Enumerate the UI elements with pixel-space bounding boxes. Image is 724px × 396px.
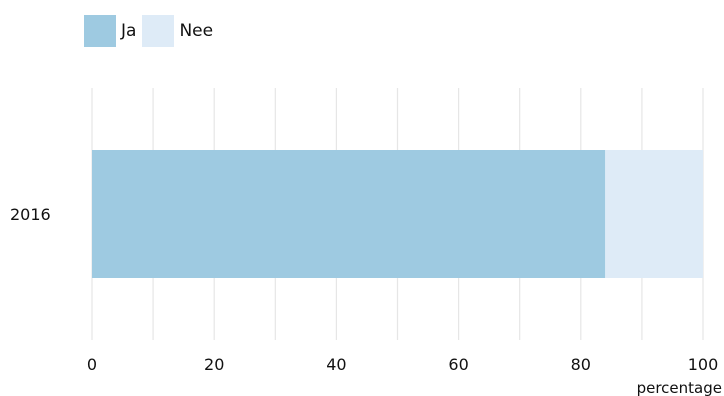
x-tick-label: 20 [204, 355, 224, 374]
x-tick-label: 60 [448, 355, 468, 374]
x-tick-label: 100 [688, 355, 719, 374]
bar-ja-2016[interactable] [92, 150, 606, 278]
legend-swatch-nee [142, 14, 175, 47]
bars [92, 150, 703, 278]
legend-item-nee[interactable]: Nee [142, 14, 214, 47]
legend-label-nee: Nee [179, 20, 214, 41]
x-tick-label: 80 [571, 355, 591, 374]
y-category-label: 2016 [10, 205, 51, 224]
legend-label-ja: Ja [121, 20, 137, 41]
x-tick-label: 0 [87, 355, 97, 374]
y-axis-categories: 2016 [10, 205, 51, 224]
x-axis-ticks: 0 20 40 60 80 100 [87, 355, 718, 374]
legend-item-ja[interactable]: Ja [84, 14, 137, 47]
bar-nee-2016[interactable] [605, 150, 703, 278]
legend: Ja Nee [84, 14, 219, 47]
legend-swatch-ja [84, 14, 116, 47]
x-tick-label: 40 [326, 355, 346, 374]
x-axis-label: percentage [637, 379, 722, 396]
